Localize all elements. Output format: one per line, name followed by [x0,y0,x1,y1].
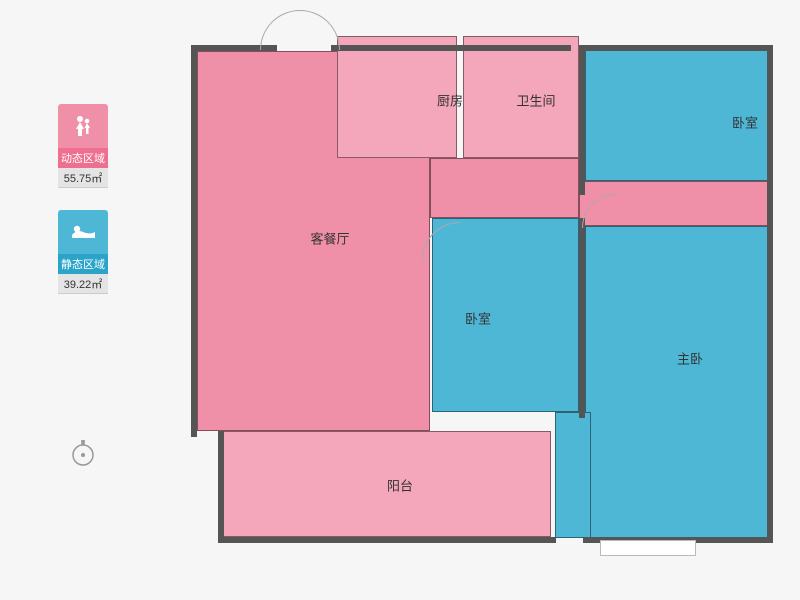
legend-title-dynamic: 动态区域 [58,148,108,168]
people-icon [58,104,108,148]
frame-segment [767,45,773,543]
room-bed_s1 [585,45,769,181]
frame-segment [583,537,769,543]
legend-item-static: 静态区域39.22㎡ [58,210,108,294]
legend-value-static: 39.22㎡ [58,274,108,294]
compass-icon [68,438,98,468]
floorplan-canvas: 客餐厅厨房卫生间阳台卧室卧室主卧 动态区域55.75㎡静态区域39.22㎡ [0,0,800,600]
frame-segment [579,45,585,195]
frame-segment [191,45,197,437]
legend-title-static: 静态区域 [58,254,108,274]
legend-value-dynamic: 55.75㎡ [58,168,108,188]
room-bed_ext [555,412,591,538]
frame-segment [218,431,224,543]
room-hall [430,158,579,218]
frame-segment [583,45,769,51]
legend-item-dynamic: 动态区域55.75㎡ [58,104,108,188]
room-hall2 [579,181,769,226]
room-bed_main [585,226,769,538]
frame-segment [191,45,277,51]
frame-segment [218,537,556,543]
room-bath [463,36,579,158]
frame-segment [331,45,571,51]
frame-segment [579,218,585,418]
room-balcony [223,431,551,537]
legend-panel: 动态区域55.75㎡静态区域39.22㎡ [58,104,108,316]
room-kitchen [337,36,457,158]
room-bed_s2 [432,218,579,412]
sleep-icon [58,210,108,254]
